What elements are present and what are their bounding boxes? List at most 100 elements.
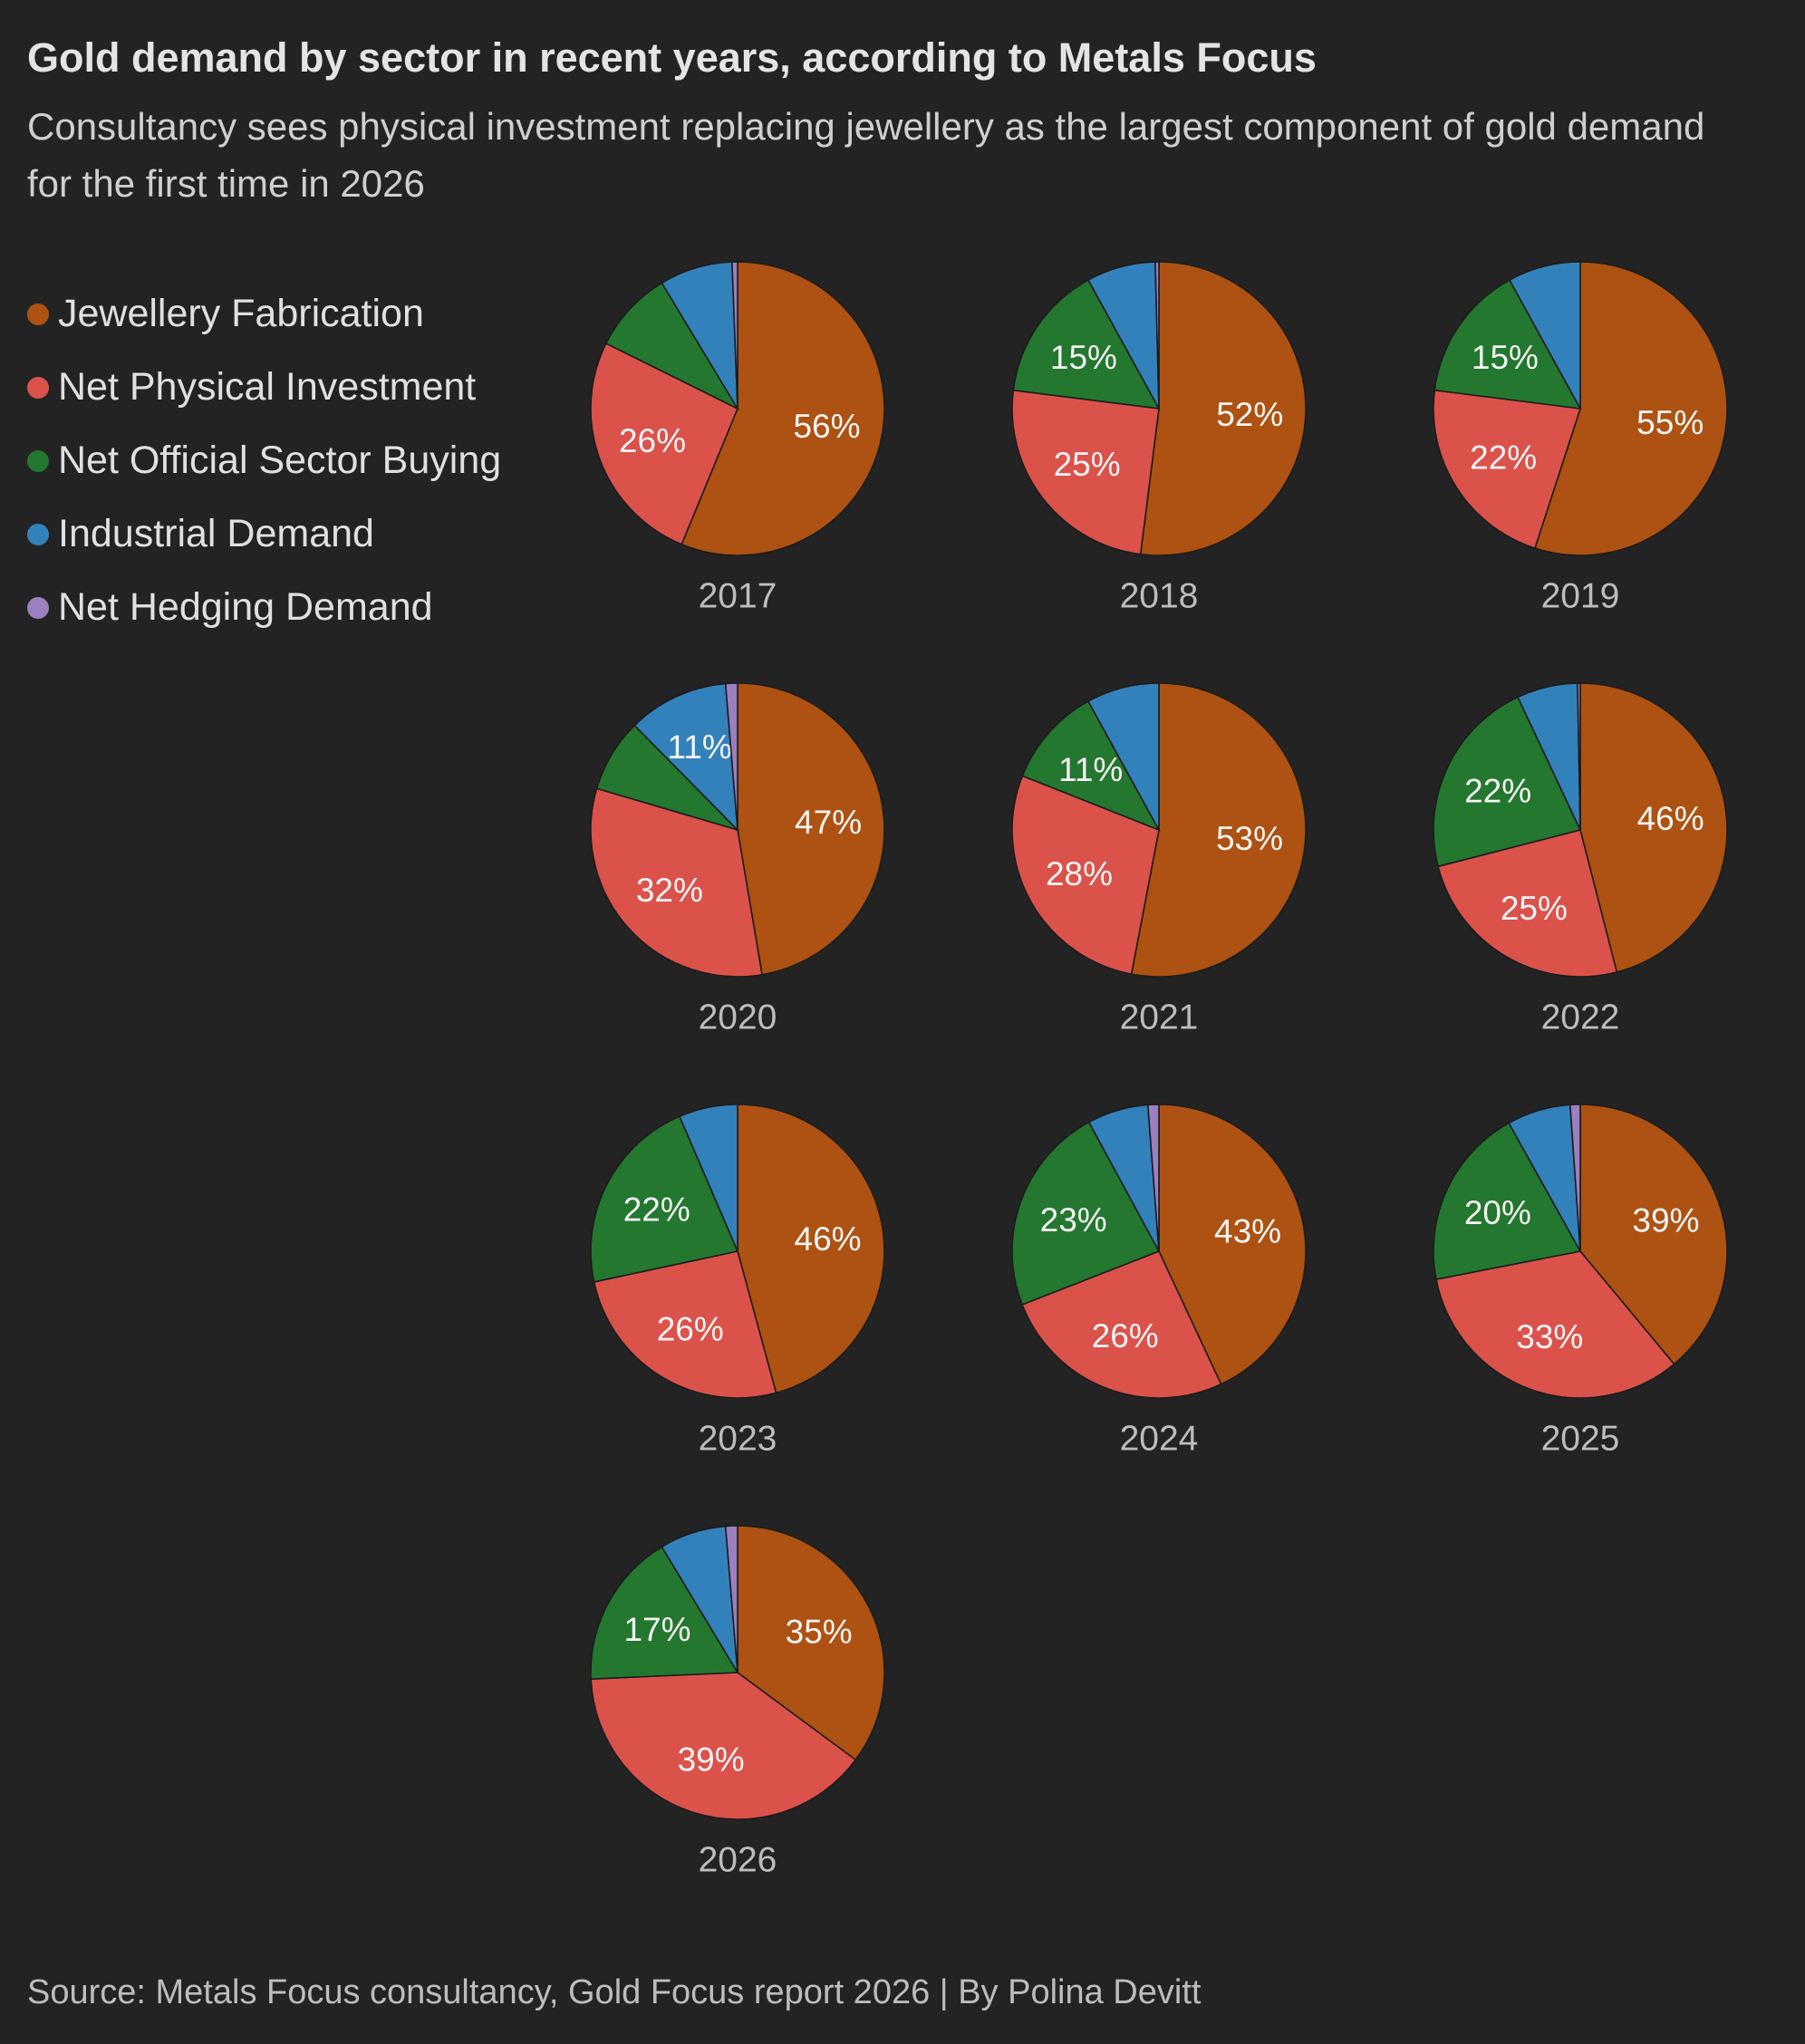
slice-label-physical-investment-2025: 33% bbox=[1516, 1318, 1583, 1355]
slice-label-jewellery-2021: 53% bbox=[1216, 820, 1283, 857]
slice-label-official-sector-2024: 23% bbox=[1040, 1201, 1107, 1239]
legend-label-physical-investment: Net Physical Investment bbox=[58, 365, 477, 409]
slice-physical-investment-2018 bbox=[1011, 389, 1160, 555]
slice-label-jewellery-2026: 35% bbox=[786, 1613, 853, 1650]
slice-label-physical-investment-2020: 32% bbox=[636, 872, 703, 909]
slice-official-sector-2022 bbox=[1433, 696, 1582, 868]
slice-label-official-sector-2022: 22% bbox=[1464, 773, 1531, 810]
slice-jewellery-2024 bbox=[1158, 1104, 1307, 1385]
pie-year-label-2017: 2017 bbox=[699, 577, 777, 616]
legend-item-physical-investment: Net Physical Investment bbox=[27, 351, 501, 424]
slice-official-sector-2017 bbox=[604, 282, 740, 410]
slice-label-official-sector-2023: 22% bbox=[623, 1191, 690, 1228]
legend: Jewellery Fabrication Net Physical Inves… bbox=[27, 277, 501, 644]
legend-swatch-hedging bbox=[27, 596, 49, 619]
pie-2017: 56% 26% 2017 bbox=[590, 261, 885, 616]
pie-2024: 43% 26% 23% 2024 bbox=[1011, 1104, 1307, 1459]
slice-hedging-2026 bbox=[724, 1525, 738, 1673]
slice-physical-investment-2026 bbox=[590, 1672, 857, 1820]
slice-hedging-2025 bbox=[1569, 1104, 1581, 1252]
legend-swatch-industrial bbox=[27, 523, 49, 545]
pie-year-label-2026: 2026 bbox=[699, 1841, 777, 1880]
slice-label-jewellery-2018: 52% bbox=[1216, 396, 1283, 433]
pie-2019: 55% 22% 15% 2019 bbox=[1433, 261, 1728, 616]
slice-label-physical-investment-2019: 22% bbox=[1470, 439, 1537, 476]
slice-label-official-sector-2025: 20% bbox=[1464, 1194, 1531, 1231]
legend-swatch-official-sector bbox=[27, 449, 49, 472]
slice-official-sector-2026 bbox=[590, 1546, 739, 1680]
slice-jewellery-2018 bbox=[1139, 261, 1307, 556]
legend-label-hedging: Net Hedging Demand bbox=[58, 585, 433, 629]
slice-label-industrial-2020: 11% bbox=[667, 728, 731, 766]
slice-physical-investment-2017 bbox=[590, 342, 739, 545]
slice-jewellery-2023 bbox=[737, 1104, 885, 1394]
slice-physical-investment-2023 bbox=[593, 1250, 777, 1399]
slice-physical-investment-2020 bbox=[590, 787, 763, 978]
slice-label-official-sector-2021: 11% bbox=[1058, 751, 1123, 788]
slice-label-official-sector-2019: 15% bbox=[1472, 339, 1539, 376]
slice-label-physical-investment-2017: 26% bbox=[619, 422, 686, 459]
legend-label-jewellery: Jewellery Fabrication bbox=[58, 292, 424, 335]
slice-hedging-2022 bbox=[1577, 682, 1581, 831]
chart-title: Gold demand by sector in recent years, a… bbox=[27, 34, 1317, 81]
pie-2023: 46% 26% 22% 2023 bbox=[590, 1104, 885, 1459]
slice-label-jewellery-2025: 39% bbox=[1632, 1201, 1699, 1239]
pie-2022: 46% 25% 22% 2022 bbox=[1433, 682, 1728, 1037]
slice-official-sector-2025 bbox=[1433, 1122, 1582, 1281]
slice-physical-investment-2019 bbox=[1433, 389, 1582, 550]
slice-physical-investment-2025 bbox=[1435, 1250, 1675, 1399]
slice-official-sector-2023 bbox=[590, 1115, 739, 1283]
slice-physical-investment-2021 bbox=[1011, 775, 1160, 976]
slice-industrial-2021 bbox=[1086, 682, 1160, 831]
pie-2020: 47% 32% 11% 2020 bbox=[590, 682, 885, 1037]
slice-label-jewellery-2020: 47% bbox=[795, 804, 862, 841]
pie-2026: 35% 39% 17% 2026 bbox=[590, 1525, 885, 1880]
source-note: Source: Metals Focus consultancy, Gold F… bbox=[27, 1973, 1202, 2011]
slice-industrial-2023 bbox=[678, 1104, 738, 1252]
slice-industrial-2020 bbox=[633, 682, 738, 833]
slice-jewellery-2022 bbox=[1579, 682, 1728, 973]
pie-2018: 52% 25% 15% 2018 bbox=[1011, 261, 1307, 616]
slice-jewellery-2026 bbox=[737, 1525, 885, 1761]
slice-hedging-2024 bbox=[1146, 1104, 1160, 1252]
legend-item-hedging: Net Hedging Demand bbox=[27, 571, 501, 644]
slice-official-sector-2018 bbox=[1012, 278, 1161, 410]
slice-jewellery-2019 bbox=[1533, 261, 1728, 556]
chart-subtitle: Consultancy sees physical investment rep… bbox=[27, 105, 1705, 205]
slice-label-jewellery-2017: 56% bbox=[793, 408, 860, 445]
pie-year-label-2021: 2021 bbox=[1120, 998, 1199, 1037]
slice-official-sector-2019 bbox=[1433, 278, 1582, 410]
pie-2025: 39% 33% 20% 2025 bbox=[1433, 1104, 1728, 1459]
pie-2021: 53% 28% 11% 2021 bbox=[1011, 682, 1307, 1037]
pie-year-label-2020: 2020 bbox=[699, 998, 777, 1037]
slice-label-physical-investment-2024: 26% bbox=[1092, 1317, 1159, 1355]
slice-label-physical-investment-2021: 28% bbox=[1046, 855, 1113, 892]
slice-label-physical-investment-2022: 25% bbox=[1501, 890, 1568, 927]
slice-label-jewellery-2019: 55% bbox=[1636, 404, 1704, 441]
slice-hedging-2018 bbox=[1154, 261, 1160, 410]
slice-industrial-2019 bbox=[1508, 261, 1581, 410]
pie-year-label-2024: 2024 bbox=[1120, 1420, 1199, 1459]
slice-jewellery-2020 bbox=[737, 682, 885, 976]
legend-label-official-sector: Net Official Sector Buying bbox=[58, 439, 502, 482]
slice-jewellery-2021 bbox=[1130, 682, 1307, 978]
slice-jewellery-2017 bbox=[680, 261, 885, 556]
legend-swatch-physical-investment bbox=[27, 376, 49, 399]
legend-item-official-sector: Net Official Sector Buying bbox=[27, 424, 501, 497]
slice-label-physical-investment-2018: 25% bbox=[1054, 446, 1121, 483]
slice-hedging-2017 bbox=[731, 261, 738, 410]
slice-label-physical-investment-2023: 26% bbox=[657, 1310, 724, 1347]
pie-year-label-2019: 2019 bbox=[1541, 577, 1620, 616]
pie-year-label-2022: 2022 bbox=[1541, 998, 1620, 1037]
slice-official-sector-2024 bbox=[1011, 1121, 1161, 1306]
pie-year-label-2018: 2018 bbox=[1120, 577, 1199, 616]
legend-item-industrial: Industrial Demand bbox=[27, 497, 501, 571]
slice-label-physical-investment-2026: 39% bbox=[678, 1741, 745, 1779]
legend-swatch-jewellery bbox=[27, 303, 49, 325]
slice-label-jewellery-2023: 46% bbox=[795, 1220, 862, 1258]
slice-physical-investment-2022 bbox=[1437, 829, 1618, 978]
slice-official-sector-2021 bbox=[1021, 699, 1161, 832]
slice-physical-investment-2024 bbox=[1021, 1249, 1222, 1399]
slice-label-official-sector-2018: 15% bbox=[1050, 339, 1117, 376]
